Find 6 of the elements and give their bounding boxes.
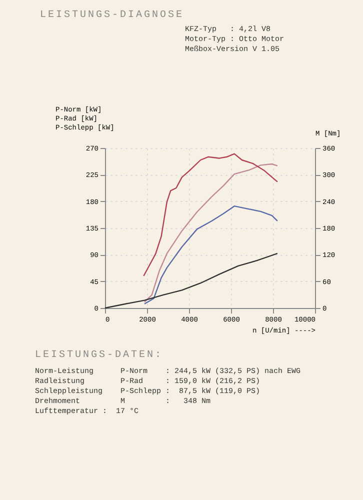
text: LEISTUNGS-DATEN:: [34, 348, 164, 362]
line-series: [104, 252, 278, 309]
line-series: [144, 163, 278, 303]
chart-title: LEISTUNGS-DIAGNOSE: [39, 9, 186, 23]
line-series: [143, 153, 278, 277]
line-series: [144, 205, 278, 304]
